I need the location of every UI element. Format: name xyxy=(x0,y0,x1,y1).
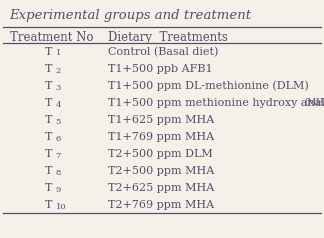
Text: T: T xyxy=(44,81,52,91)
Text: 7: 7 xyxy=(56,152,61,160)
Text: Control (Basal diet): Control (Basal diet) xyxy=(108,47,218,57)
Text: T2+769 ppm MHA: T2+769 ppm MHA xyxy=(108,200,214,210)
Text: T: T xyxy=(44,183,52,193)
Text: T: T xyxy=(44,166,52,176)
Text: T2+500 ppm MHA: T2+500 ppm MHA xyxy=(108,166,214,176)
Text: (MHA): (MHA) xyxy=(304,97,324,106)
Text: 2: 2 xyxy=(56,67,61,74)
Text: T: T xyxy=(44,115,52,125)
Text: T: T xyxy=(44,149,52,159)
Text: 6: 6 xyxy=(56,135,61,143)
Text: 1: 1 xyxy=(56,50,61,58)
Text: T: T xyxy=(44,98,52,108)
Text: T: T xyxy=(44,64,52,74)
Text: T: T xyxy=(44,132,52,142)
Text: T1+500 ppb AFB1: T1+500 ppb AFB1 xyxy=(108,64,213,74)
Text: T2+625 ppm MHA: T2+625 ppm MHA xyxy=(108,183,214,193)
Text: Treatment No: Treatment No xyxy=(10,31,93,44)
Text: T: T xyxy=(44,47,52,57)
Text: T1+500 ppm DL-methionine (DLM): T1+500 ppm DL-methionine (DLM) xyxy=(108,81,309,91)
Text: T2+500 ppm DLM: T2+500 ppm DLM xyxy=(108,149,213,159)
Text: 3: 3 xyxy=(56,84,61,92)
Text: 10: 10 xyxy=(56,203,66,211)
Text: 4: 4 xyxy=(56,101,61,109)
Text: T1+769 ppm MHA: T1+769 ppm MHA xyxy=(108,132,214,142)
Text: Experimental groups and treatment: Experimental groups and treatment xyxy=(10,9,252,22)
Text: T1+625 ppm MHA: T1+625 ppm MHA xyxy=(108,115,214,125)
Text: T: T xyxy=(44,200,52,210)
Text: 9: 9 xyxy=(56,186,61,194)
Text: Dietary  Treatments: Dietary Treatments xyxy=(108,31,228,44)
Text: T1+500 ppm methionine hydroxy analogue: T1+500 ppm methionine hydroxy analogue xyxy=(108,98,324,108)
Text: 8: 8 xyxy=(56,169,61,177)
Text: 5: 5 xyxy=(56,118,61,126)
